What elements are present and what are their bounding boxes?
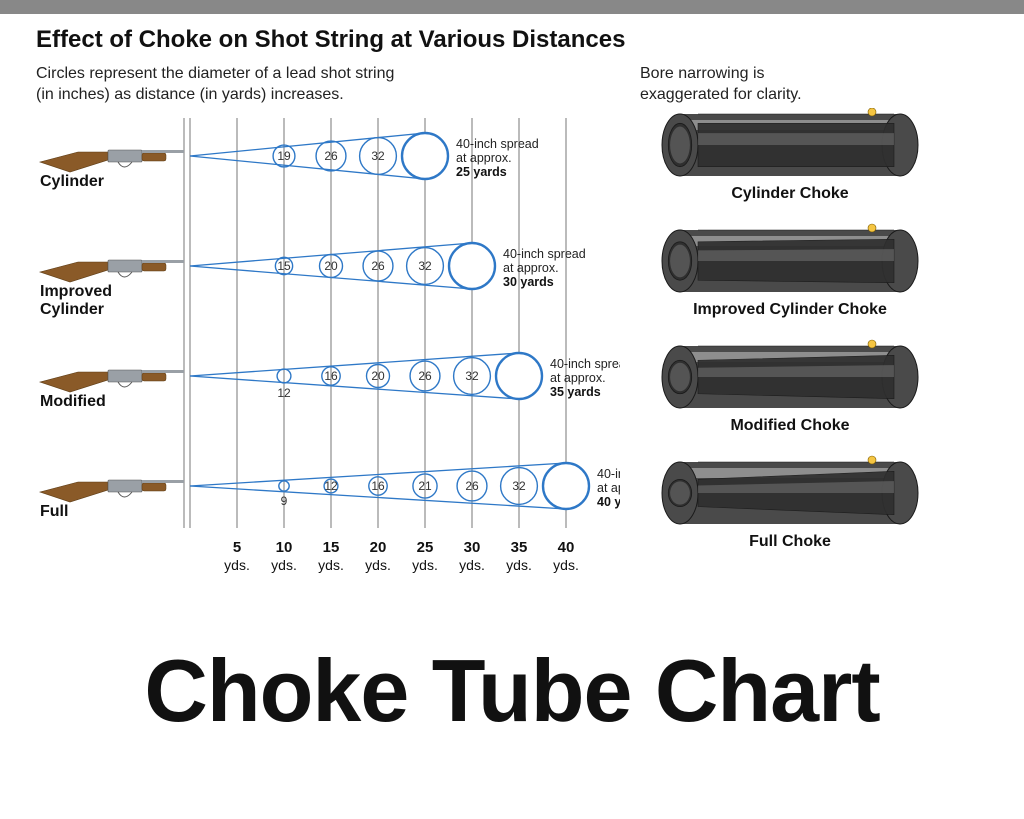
- svg-text:at approx.: at approx.: [550, 371, 606, 385]
- subtitle-left-l1: Circles represent the diameter of a lead…: [36, 65, 394, 82]
- svg-text:20: 20: [371, 369, 385, 383]
- svg-text:40-inch spread: 40-inch spread: [550, 357, 620, 371]
- svg-text:15: 15: [277, 259, 291, 273]
- choke-tubes-svg: Cylinder Choke Improved Cylinder Choke Mod…: [640, 108, 1000, 598]
- svg-text:yds.: yds.: [318, 557, 344, 573]
- svg-text:32: 32: [512, 479, 526, 493]
- svg-text:40-inch spread: 40-inch spread: [503, 247, 586, 261]
- svg-text:Improved Cylinder Choke: Improved Cylinder Choke: [693, 301, 887, 318]
- svg-text:Full Choke: Full Choke: [749, 533, 831, 550]
- svg-text:Modified Choke: Modified Choke: [730, 417, 849, 434]
- svg-text:40: 40: [558, 539, 575, 556]
- svg-text:Cylinder: Cylinder: [40, 301, 104, 318]
- svg-text:12: 12: [324, 479, 338, 493]
- svg-text:25 yards: 25 yards: [456, 165, 507, 179]
- row-modified: 16 20 26 32 12 40-inch spreadat approx.35 yar…: [40, 353, 620, 410]
- svg-text:40-inch spread: 40-inch spread: [456, 137, 539, 151]
- row-cylinder: 19 26 32 40-inch spreadat approx.25 yards Cy…: [40, 133, 539, 190]
- subtitle-right-l2: exaggerated for clarity.: [640, 86, 802, 103]
- subtitle-left-l2: (in inches) as distance (in yards) incre…: [36, 86, 344, 103]
- svg-text:Cylinder Choke: Cylinder Choke: [731, 185, 848, 202]
- svg-text:32: 32: [465, 369, 479, 383]
- svg-text:Cylinder: Cylinder: [40, 173, 104, 190]
- svg-text:10: 10: [276, 539, 293, 556]
- svg-text:5: 5: [233, 539, 241, 556]
- row-improved-cylinder: 15 20 26 32 40-inch spreadat approx.30 yards…: [40, 243, 586, 318]
- tube-improved-cylinder-choke: Improved Cylinder Choke: [662, 224, 918, 318]
- svg-text:32: 32: [418, 259, 432, 273]
- svg-text:at approx.: at approx.: [456, 151, 512, 165]
- page-title: Effect of Choke on Shot String at Variou…: [36, 26, 625, 54]
- svg-text:26: 26: [324, 149, 338, 163]
- svg-text:19: 19: [277, 149, 291, 163]
- svg-text:30: 30: [464, 539, 481, 556]
- svg-text:yds.: yds.: [271, 557, 297, 573]
- tube-full-choke: Full Choke: [662, 456, 918, 550]
- subtitle-right-l1: Bore narrowing is: [640, 65, 765, 82]
- svg-text:26: 26: [465, 479, 479, 493]
- svg-text:30 yards: 30 yards: [503, 275, 554, 289]
- svg-text:20: 20: [370, 539, 387, 556]
- svg-text:16: 16: [371, 479, 385, 493]
- subtitle-right: Bore narrowing is exaggerated for clarit…: [640, 64, 802, 106]
- big-title: Choke Tube Chart: [0, 640, 1024, 742]
- subtitle-left: Circles represent the diameter of a lead…: [36, 64, 394, 106]
- svg-text:26: 26: [418, 369, 432, 383]
- svg-text:Full: Full: [40, 503, 68, 520]
- svg-text:12: 12: [277, 386, 291, 400]
- spread-chart-svg: 5yds.10yds.15yds.20yds.25yds.30yds.35yds…: [30, 108, 620, 598]
- svg-text:16: 16: [324, 369, 338, 383]
- tube-modified-choke: Modified Choke: [662, 340, 918, 434]
- row-full: 12 16 21 26 32 9 40-inch spreadat approx.40 ya…: [40, 463, 620, 520]
- svg-text:9: 9: [281, 494, 288, 508]
- svg-text:Modified: Modified: [40, 393, 106, 410]
- svg-text:at approx.: at approx.: [503, 261, 559, 275]
- svg-text:15: 15: [323, 539, 340, 556]
- svg-text:40 yards: 40 yards: [597, 495, 620, 509]
- svg-text:yds.: yds.: [365, 557, 391, 573]
- svg-text:40-inch spread: 40-inch spread: [597, 467, 620, 481]
- svg-text:25: 25: [417, 539, 434, 556]
- choke-tubes: Cylinder Choke Improved Cylinder Choke Mod…: [640, 108, 1000, 598]
- tube-cylinder-choke: Cylinder Choke: [662, 108, 918, 202]
- top-divider: [0, 0, 1024, 14]
- spread-chart: 5yds.10yds.15yds.20yds.25yds.30yds.35yds…: [30, 108, 620, 598]
- svg-text:26: 26: [371, 259, 385, 273]
- svg-text:35 yards: 35 yards: [550, 385, 601, 399]
- svg-text:35: 35: [511, 539, 528, 556]
- svg-text:yds.: yds.: [459, 557, 485, 573]
- svg-text:Improved: Improved: [40, 283, 112, 300]
- svg-text:32: 32: [371, 149, 385, 163]
- svg-text:yds.: yds.: [506, 557, 532, 573]
- svg-text:yds.: yds.: [553, 557, 579, 573]
- svg-text:at approx.: at approx.: [597, 481, 620, 495]
- svg-text:yds.: yds.: [224, 557, 250, 573]
- svg-text:21: 21: [418, 479, 432, 493]
- svg-text:yds.: yds.: [412, 557, 438, 573]
- svg-text:20: 20: [324, 259, 338, 273]
